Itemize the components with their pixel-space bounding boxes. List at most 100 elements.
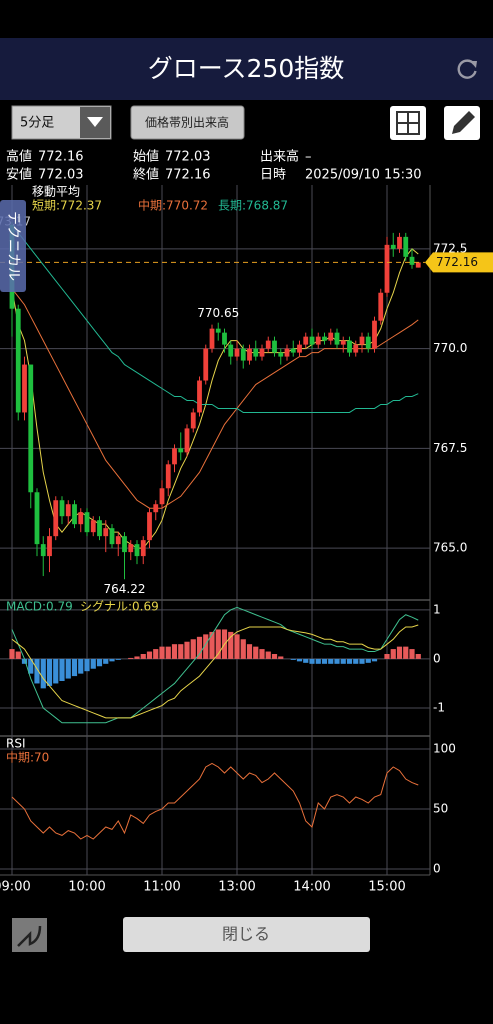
- candle-body: [40, 544, 46, 557]
- candle-body: [47, 536, 52, 557]
- histogram-bar: [396, 646, 403, 659]
- high-label: 770.65: [197, 306, 239, 320]
- histogram-bar: [71, 658, 78, 677]
- y-tick-label: 50: [433, 802, 448, 816]
- histogram-bar: [28, 658, 34, 674]
- histogram-bar: [171, 644, 178, 659]
- candle-body: [322, 336, 327, 341]
- histogram-bar: [365, 658, 371, 663]
- volume-profile-button[interactable]: 価格帯別出来高: [130, 105, 245, 140]
- y-tick-label: 0: [433, 862, 441, 876]
- candle-body: [28, 364, 34, 493]
- candle-body: [122, 536, 127, 553]
- candle-body: [53, 500, 59, 537]
- info-label: 安値: [6, 167, 32, 183]
- info-value: 772.16: [38, 150, 84, 165]
- histogram-bar: [359, 658, 365, 664]
- candle-body: [253, 348, 259, 357]
- histogram-bar: [390, 649, 396, 659]
- candle-body: [178, 448, 184, 453]
- histogram-bar: [78, 658, 84, 674]
- histogram-bar: [159, 646, 165, 659]
- candle-body: [172, 448, 177, 465]
- side-tab[interactable]: テクニカル: [0, 200, 26, 292]
- last-price-tag: [425, 252, 493, 273]
- candle-body: [134, 544, 140, 557]
- candle-body: [272, 340, 277, 353]
- info-label: 日時: [260, 168, 286, 183]
- candle-body: [334, 332, 340, 345]
- histogram-bar: [40, 658, 46, 689]
- candle-body: [390, 244, 396, 249]
- candle-body: [415, 262, 421, 268]
- candle-body: [297, 344, 302, 353]
- candle-body: [165, 464, 171, 489]
- histogram-bar: [340, 658, 346, 664]
- candle-body: [309, 336, 315, 345]
- info-label: 高値: [6, 149, 32, 165]
- interval-label: 5分足: [20, 116, 54, 131]
- histogram-bar: [196, 636, 203, 659]
- interval-dropdown[interactable]: 5分足: [11, 105, 112, 140]
- info-label: 始値: [133, 149, 159, 165]
- draw-button[interactable]: [444, 106, 480, 140]
- candle-body: [384, 244, 390, 293]
- candle-body: [140, 540, 146, 557]
- volume-profile-label: 価格帯別出来高: [145, 115, 229, 130]
- candle-body: [378, 292, 384, 321]
- candle-body: [259, 348, 265, 357]
- y-tick-label: 0: [433, 651, 441, 665]
- histogram-bar: [34, 658, 40, 684]
- histogram-bar: [309, 658, 315, 664]
- candle-body: [228, 344, 234, 357]
- panel-title: RSI: [6, 737, 26, 751]
- histogram-bar: [53, 658, 59, 684]
- candle-body: [22, 364, 27, 413]
- candle-body: [97, 520, 102, 537]
- refresh-icon[interactable]: [457, 59, 477, 79]
- series-line: [11, 762, 419, 840]
- candle-body: [15, 308, 21, 413]
- legend-entry: シグナル:0.69: [80, 600, 159, 614]
- legend-entry: MACD:0.79: [6, 600, 73, 614]
- candle-body: [222, 332, 227, 345]
- histogram-bar: [271, 654, 278, 659]
- candle-body: [84, 512, 90, 533]
- close-button[interactable]: 閉じる: [123, 917, 370, 952]
- x-tick-label: 11:00: [143, 880, 180, 895]
- panel-title: 移動平均: [32, 185, 80, 199]
- histogram-bar: [103, 658, 109, 664]
- candle-body: [59, 500, 65, 517]
- info-value: 772.03: [165, 150, 211, 165]
- x-tick-label: 13:00: [218, 880, 255, 895]
- candle-body: [409, 256, 415, 265]
- back-icon[interactable]: [12, 918, 47, 952]
- candle-body: [397, 236, 402, 249]
- histogram-bar: [96, 658, 103, 667]
- candle-body: [109, 528, 115, 545]
- histogram-bar: [346, 658, 353, 664]
- candle-body: [90, 520, 96, 533]
- histogram-bar: [253, 646, 259, 659]
- candle-body: [284, 348, 290, 357]
- candle-body: [153, 504, 159, 513]
- candle-body: [328, 332, 334, 341]
- candle-body: [315, 336, 321, 345]
- info-label: 出来高: [260, 149, 299, 165]
- candle-body: [65, 504, 71, 517]
- low-label: 764.22: [104, 582, 146, 596]
- x-tick-label: 09:00: [0, 880, 31, 895]
- histogram-bar: [184, 641, 190, 659]
- candle-body: [215, 328, 221, 333]
- histogram-bar: [240, 639, 246, 659]
- candle-body: [78, 512, 84, 525]
- histogram-bar: [59, 658, 65, 681]
- histogram-bar: [409, 649, 415, 659]
- layout-button[interactable]: [390, 106, 426, 140]
- histogram-bar: [128, 657, 134, 659]
- histogram-bar: [109, 658, 115, 662]
- candle-body: [347, 340, 352, 353]
- series-line: [11, 624, 419, 719]
- candle-body: [209, 328, 215, 349]
